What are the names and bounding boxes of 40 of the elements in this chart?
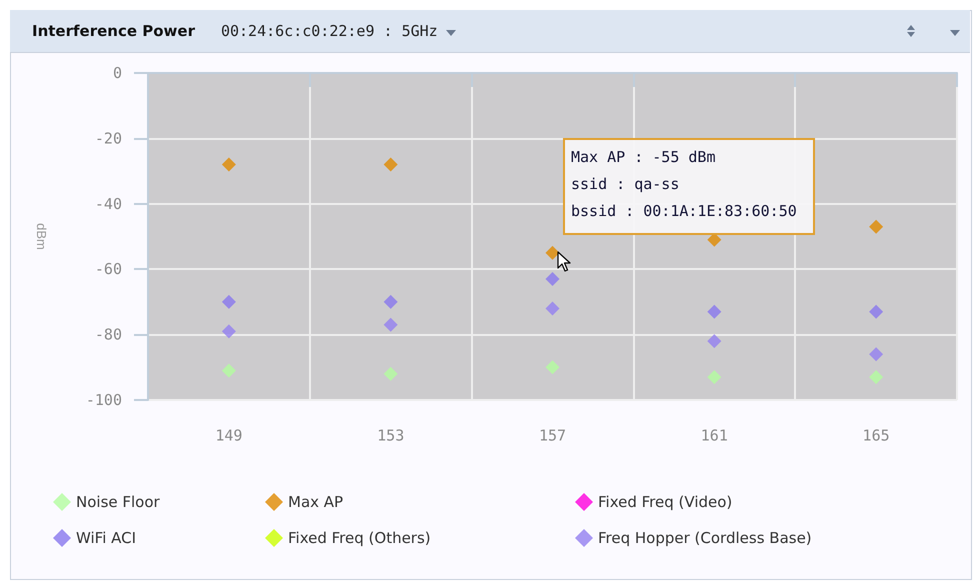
- point: [222, 294, 236, 309]
- chart-subtitle: 00:24:6c:c0:22:e9 : 5GHz: [220, 22, 438, 40]
- x-tick-label: 153: [377, 426, 404, 444]
- point: [869, 220, 884, 234]
- y-axis-title: dBm: [34, 223, 49, 250]
- y-tick-label: -80: [94, 326, 122, 344]
- point: [707, 370, 722, 384]
- legend-label: Noise Floor: [76, 493, 161, 511]
- legend-label: Freq Hopper (Cordless Base): [598, 529, 812, 547]
- legend-label: Fixed Freq (Video): [598, 493, 732, 511]
- point: [222, 324, 236, 338]
- point: [384, 158, 398, 172]
- point: [384, 366, 398, 381]
- point: [869, 347, 884, 362]
- y-tick-label: -40: [94, 194, 122, 213]
- legend-label: Fixed Freq (Others): [288, 529, 431, 547]
- annotation: Max AP : -55 dBm ssid : qa-ss bssid : 00:1A:1E:83:60:50: [563, 138, 815, 235]
- legend-label: WiFi ACI: [76, 529, 136, 547]
- point: [384, 294, 398, 309]
- point: [707, 304, 722, 319]
- legend-label: Max AP: [288, 493, 344, 511]
- point: [546, 246, 560, 260]
- point: [707, 334, 722, 348]
- point: [869, 304, 884, 319]
- point: [222, 364, 236, 378]
- point: [869, 370, 884, 384]
- point: [546, 301, 560, 316]
- point: [384, 318, 398, 332]
- point: [546, 272, 560, 286]
- x-tick-label: 161: [700, 426, 728, 444]
- x-tick-label: 149: [215, 426, 242, 444]
- x-tick-label: 157: [538, 426, 566, 444]
- y-tick-label: -20: [94, 129, 122, 148]
- y-tick-label: -100: [86, 391, 122, 409]
- x-tick-label: 165: [862, 426, 890, 444]
- y-tick-label: 0: [112, 64, 122, 82]
- y-tick-label: -60: [94, 260, 122, 278]
- point: [546, 360, 560, 374]
- point: [222, 158, 236, 172]
- chart-title: Interference Power: [32, 22, 195, 40]
